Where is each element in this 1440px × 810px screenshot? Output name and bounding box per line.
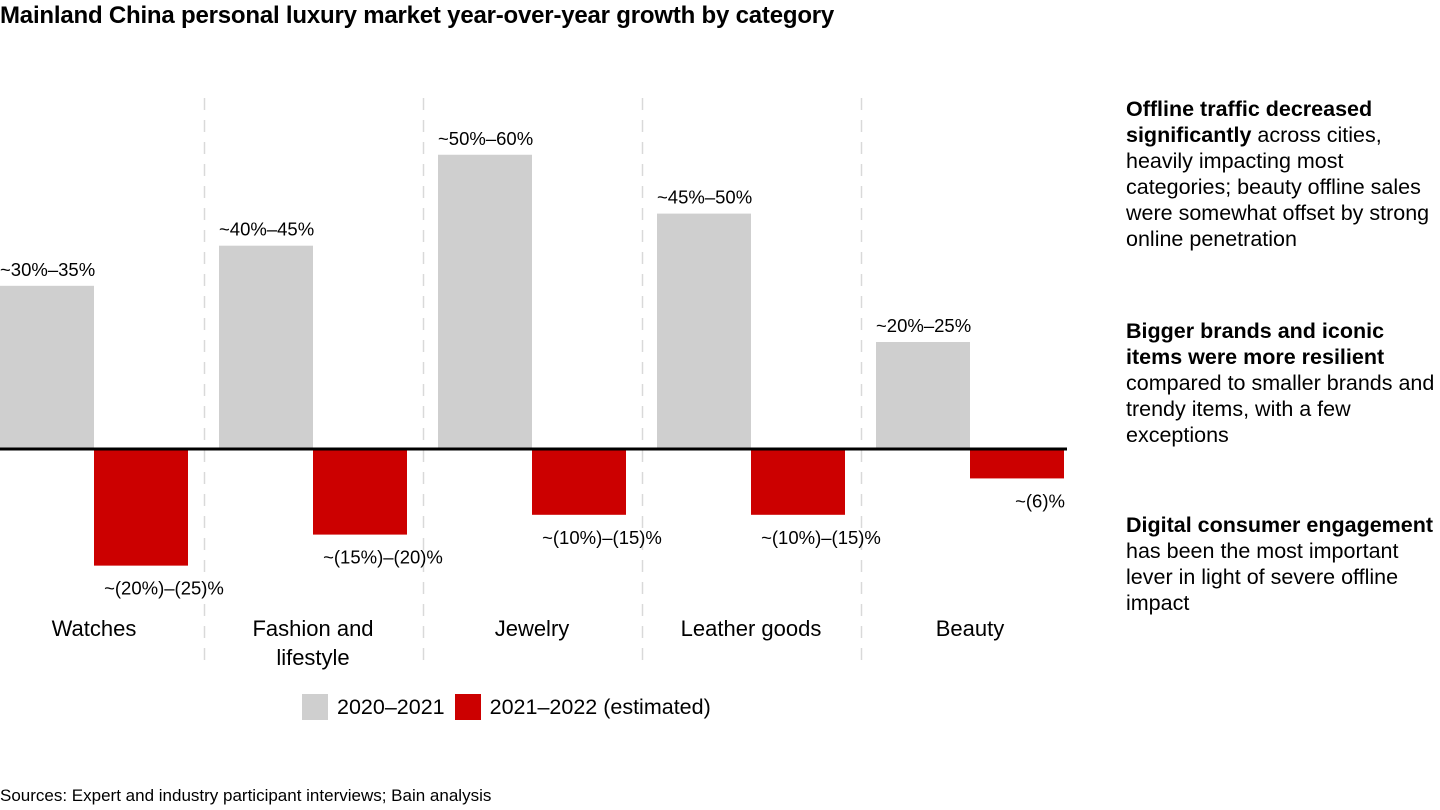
bar-2020-2021-fashion-and-lifestyle [219,245,313,449]
bar-2020-2021-beauty [876,342,970,449]
takeaway-bold: Bigger brands and iconic items were more… [1126,319,1385,369]
source-note: Sources: Expert and industry participant… [0,786,492,805]
legend-swatch-2020-2021 [302,694,328,720]
bar-2021-2022-watches [94,449,188,566]
takeaway-text: across cities, heavily impacting most ca… [1126,123,1430,251]
bar-2021-2022-jewelry [532,449,626,515]
legend-label-2020-2021: 2020–2021 [337,694,445,719]
legend-label-2021-2022: 2021–2022 (estimated) [489,694,711,719]
chart-title: Mainland China personal luxury market ye… [0,2,835,29]
takeaway-text: compared to smaller brands and trendy it… [1126,371,1435,447]
data-label-2021-2022-leather-goods: ~(10%)–(15)% [761,527,881,548]
takeaway-offline-traffic: Offline traffic decreased significantly … [1126,96,1440,252]
category-label-fashion-and-lifestyle: Fashion and [252,616,373,641]
bar-2021-2022-leather-goods [751,449,845,515]
data-label-2021-2022-watches: ~(20%)–(25)% [104,578,224,599]
bar-chart: ~30%–35% ~(20%)–(25)% Watches ~40%–45% ~(15%… [0,98,1067,670]
category-label-watches: Watches [52,616,137,641]
bar-2021-2022-fashion-and-lifestyle [313,449,407,535]
bar-2020-2021-leather-goods [657,213,751,449]
category-label-jewelry: Jewelry [495,616,570,641]
takeaway-bigger-brands: Bigger brands and iconic items were more… [1126,318,1440,448]
category-label-leather-goods: Leather goods [681,616,822,641]
data-label-2021-2022-beauty: ~(6)% [1015,490,1065,511]
data-label-2020-2021-jewelry: ~50%–60% [438,128,533,149]
data-label-2020-2021-fashion-and-lifestyle: ~40%–45% [219,219,314,240]
category-label-fashion-and-lifestyle: lifestyle [276,645,349,670]
takeaway-text: has been the most important lever in lig… [1126,539,1399,615]
takeaway-bold: Digital consumer engagement [1126,513,1434,537]
legend-item-2020-2021: 2020–2021 [302,694,445,720]
legend-item-2021-2022: 2021–2022 (estimated) [454,694,711,720]
takeaway-digital-engagement: Digital consumer engagement has been the… [1126,512,1440,616]
bar-2020-2021-jewelry [438,154,532,449]
bar-2021-2022-beauty [970,449,1064,479]
data-label-2021-2022-jewelry: ~(10%)–(15)% [542,527,662,548]
legend-swatch-2021-2022 [454,694,481,720]
data-label-2020-2021-watches: ~30%–35% [0,259,95,280]
data-label-2021-2022-fashion-and-lifestyle: ~(15%)–(20)% [323,547,443,568]
legend: 2020–2021 2021–2022 (estimated) [302,693,721,721]
category-label-beauty: Beauty [936,616,1005,641]
data-label-2020-2021-leather-goods: ~45%–50% [657,187,752,208]
takeaway-bold: Offline traffic decreased significantly [1126,97,1373,147]
bar-2020-2021-watches [0,285,94,449]
data-label-2020-2021-beauty: ~20%–25% [876,315,971,336]
